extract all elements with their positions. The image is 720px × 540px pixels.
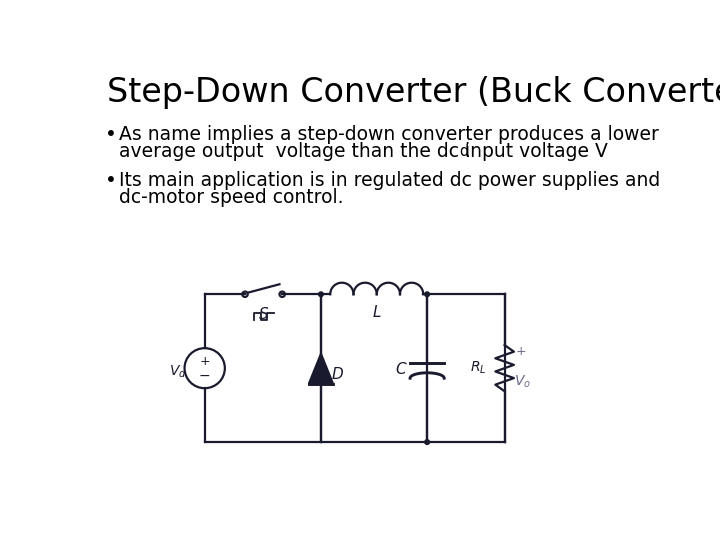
Text: average output  voltage than the dc input voltage V: average output voltage than the dc input… [120, 142, 608, 161]
Polygon shape [309, 353, 333, 383]
Circle shape [425, 292, 429, 296]
Text: $R_L$: $R_L$ [469, 360, 486, 376]
Text: As name implies a step-down converter produces a lower: As name implies a step-down converter pr… [120, 125, 660, 144]
Text: Its main application is in regulated dc power supplies and: Its main application is in regulated dc … [120, 171, 661, 190]
Circle shape [319, 292, 323, 296]
Text: S: S [258, 307, 269, 322]
Text: +: + [199, 355, 210, 368]
Text: C: C [395, 362, 406, 377]
Text: dc-motor speed control.: dc-motor speed control. [120, 188, 344, 207]
Text: $V_o$: $V_o$ [514, 374, 531, 390]
Text: −: − [199, 369, 210, 383]
Text: +: + [516, 345, 526, 357]
Text: d: d [459, 144, 468, 159]
Text: L: L [372, 305, 381, 320]
Text: $V_d$: $V_d$ [169, 364, 187, 380]
Text: .: . [465, 142, 471, 161]
Circle shape [425, 440, 429, 444]
Text: D: D [332, 367, 343, 382]
Text: •: • [106, 171, 117, 190]
Text: •: • [106, 125, 117, 144]
Text: Step-Down Converter (Buck Converter): Step-Down Converter (Buck Converter) [107, 76, 720, 109]
